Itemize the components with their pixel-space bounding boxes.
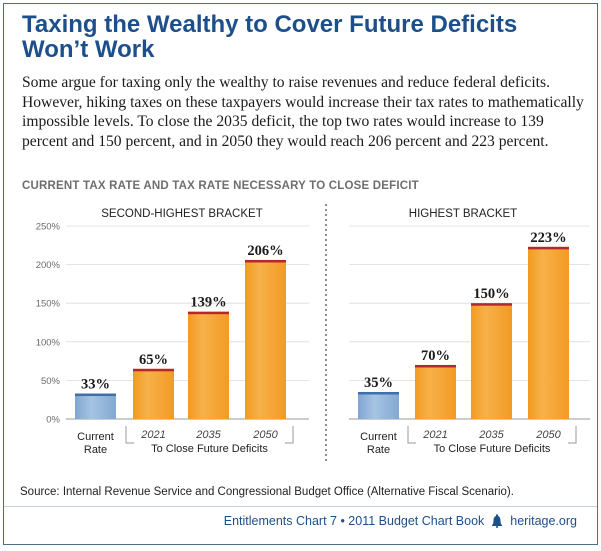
bar-cap [358, 391, 399, 395]
group-label: To Close Future Deficits [434, 443, 551, 455]
panel-title: HIGHEST BRACKET [409, 208, 517, 220]
bar [415, 364, 456, 419]
group-label-mask [134, 438, 285, 448]
bar [75, 393, 116, 419]
source-label: Source: [20, 486, 60, 498]
y-axis: 0% 50% 100% 150% 200% 250% [36, 222, 61, 426]
bar-cap [415, 364, 456, 368]
bar-cap [188, 311, 229, 315]
data-label: 65% [139, 352, 168, 368]
x-category-label: Current [360, 431, 397, 443]
bar-cap [245, 259, 286, 263]
bar-cap [75, 393, 116, 397]
data-label: 139% [190, 295, 226, 311]
footer-divider [4, 506, 597, 507]
bar-cap [471, 303, 512, 306]
data-label: 150% [473, 286, 509, 302]
x-category-label: Rate [84, 444, 107, 456]
bar [188, 311, 229, 419]
y-tick-label: 100% [36, 337, 61, 348]
bar [528, 246, 569, 419]
footer: Entitlements Chart 7 • 2011 Budget Chart… [224, 514, 577, 528]
intro-paragraph: Some argue for taxing only the wealthy t… [22, 74, 584, 150]
group-label: To Close Future Deficits [151, 443, 268, 455]
bar [133, 368, 174, 419]
bar [245, 259, 286, 419]
y-tick-label: 200% [36, 260, 61, 271]
site-link[interactable]: heritage.org [510, 514, 577, 528]
data-label: 35% [364, 375, 393, 391]
source-note: Source: Internal Revenue Service and Con… [20, 486, 514, 498]
y-tick-label: 150% [36, 299, 61, 310]
data-label: 33% [81, 377, 110, 393]
x-category-label: Rate [367, 444, 390, 456]
bars [75, 246, 569, 419]
bar [471, 303, 512, 419]
liberty-bell-icon [492, 514, 503, 528]
source-text: Internal Revenue Service and Congression… [62, 486, 514, 498]
chart-page: Taxing the Wealthy to Cover Future Defic… [3, 3, 598, 545]
bar-chart: 0% 50% 100% 150% 200% 250% SECOND-HIGHEST BRA… [36, 204, 590, 464]
labels: SECOND-HIGHEST BRACKET33%CurrentRate65%2… [77, 208, 577, 456]
data-label: 70% [421, 348, 450, 364]
y-tick-label: 0% [46, 415, 60, 426]
chart-title: CURRENT TAX RATE AND TAX RATE NECESSARY … [22, 180, 419, 192]
bar-cap [133, 368, 174, 372]
bar [358, 391, 399, 419]
y-tick-label: 50% [41, 376, 61, 387]
data-label: 223% [530, 230, 566, 246]
y-tick-label: 250% [36, 222, 61, 233]
chart-reference: Entitlements Chart 7 • 2011 Budget Chart… [223, 514, 485, 528]
bar-cap [528, 246, 569, 250]
group-label-mask [416, 438, 568, 448]
x-category-label: Current [77, 431, 114, 443]
data-label: 206% [247, 243, 283, 259]
panel-title: SECOND-HIGHEST BRACKET [101, 208, 262, 220]
page-title: Taxing the Wealthy to Cover Future Defic… [22, 11, 518, 63]
